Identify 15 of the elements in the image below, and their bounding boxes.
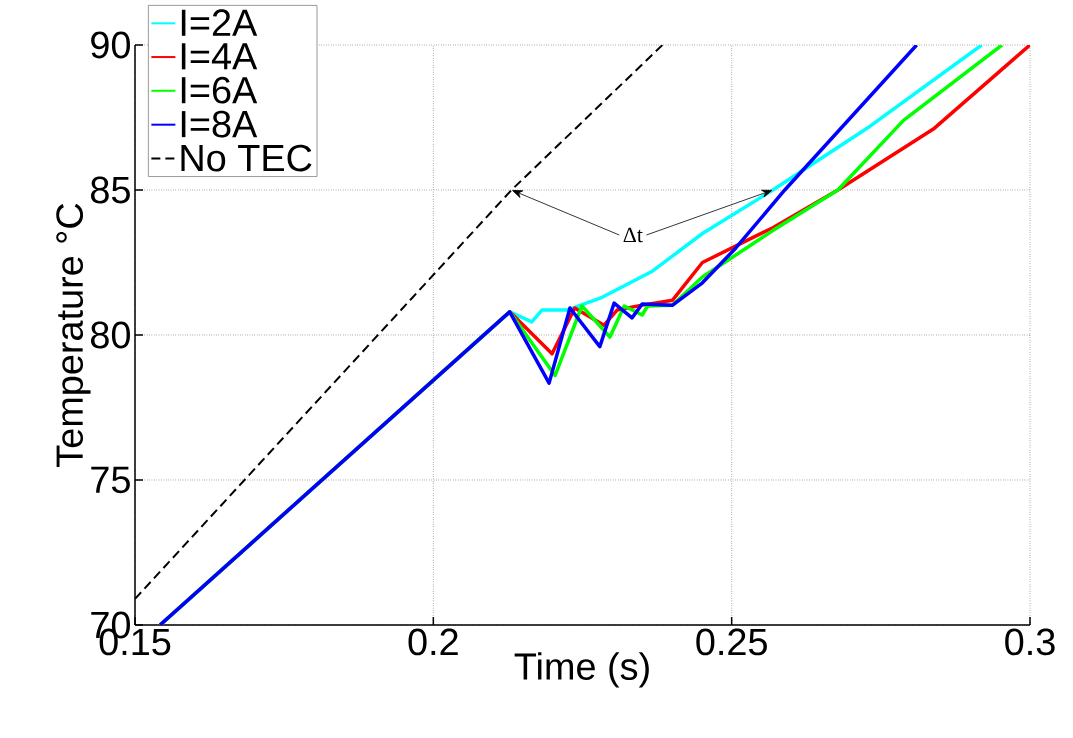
y-tick-label: 90	[91, 31, 130, 59]
y-tick-label: 75	[91, 466, 130, 494]
annotation: Δt	[623, 227, 643, 243]
x-tick-label: 0.25	[696, 628, 767, 656]
legend-label: No TEC	[181, 144, 312, 172]
x-axis-title: Time (s)	[514, 652, 649, 688]
legend-label: I=8A	[181, 110, 258, 138]
legend-label: I=6A	[181, 76, 258, 104]
y-axis-title: Temperature °C	[56, 203, 91, 467]
x-tick-label: 0.2	[408, 628, 458, 656]
y-tick-label: 85	[91, 176, 130, 204]
legend-label: I=4A	[181, 43, 258, 70]
y-tick-label: 80	[91, 321, 130, 349]
x-tick-label: 0.3	[1005, 628, 1055, 656]
legend-label: I=2A	[181, 9, 258, 36]
